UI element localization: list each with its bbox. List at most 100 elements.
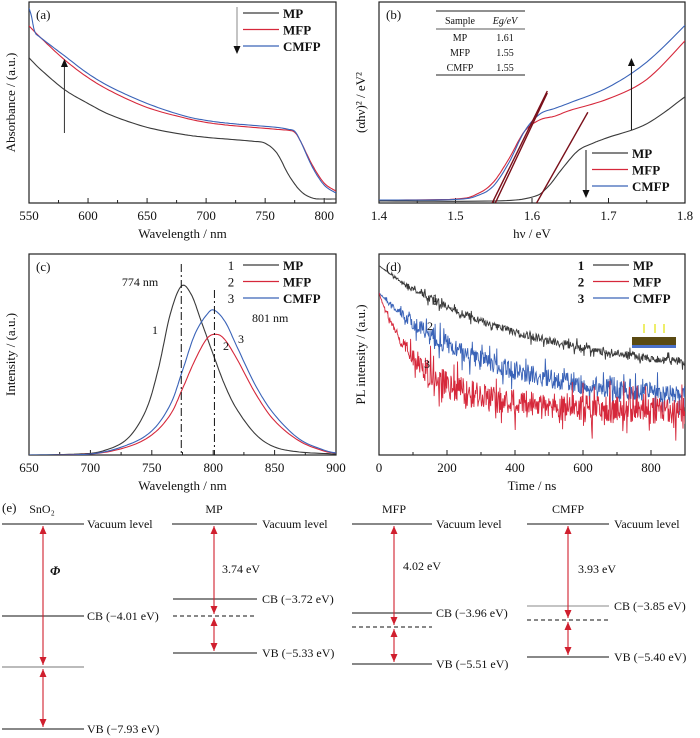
x-tick-label: 650 <box>137 208 157 223</box>
panel-label: (b) <box>386 7 401 22</box>
arrow-up-icon <box>564 526 572 534</box>
x-tick-label: 700 <box>196 208 216 223</box>
cb-label: CB (−3.96 eV) <box>436 606 508 620</box>
legend-label: CMFP <box>283 39 321 54</box>
energy-column-mfp: MFP Vacuum level CB (−3.96 eV) VB (−5.51 eV… <box>352 502 508 671</box>
x-tick-label: 550 <box>19 208 39 223</box>
legend-number: 3 <box>578 291 585 306</box>
x-tick-label: 650 <box>19 460 39 475</box>
panel-b: 1.4 1.5 1.6 1.7 1.8 hν / eV (αhν)² / eV² (b) Sam… <box>353 1 693 241</box>
panel-label: (c) <box>36 259 50 274</box>
x-tick-label: 1.5 <box>447 208 463 223</box>
x-axis-title: Time / ns <box>508 478 557 493</box>
x-tick-label: 400 <box>505 460 525 475</box>
legend-label: MFP <box>632 163 660 178</box>
x-axis-title: Wavelength / nm <box>138 226 227 241</box>
x-tick-label: 750 <box>142 460 162 475</box>
table-cell: MFP <box>450 48 470 59</box>
table-cell: CMFP <box>447 63 474 74</box>
panel-label: (e) <box>2 500 16 515</box>
energy-gap-label: Φ <box>50 563 61 578</box>
series-line-cmfp <box>29 309 336 455</box>
x-tick-label: 1.6 <box>524 208 541 223</box>
vb-label: VB (−7.93 eV) <box>87 722 159 736</box>
table-header: Sample <box>445 16 476 27</box>
curve-label: 2 <box>427 319 433 333</box>
curve-label: 1 <box>432 291 438 305</box>
material-name: MP <box>205 502 223 516</box>
legend-number: 3 <box>228 291 235 306</box>
series-line-cmfp <box>29 7 336 194</box>
energy-gap-label: 4.02 eV <box>403 559 441 573</box>
plot-frame <box>28 1 337 204</box>
device-layer-top <box>632 337 676 345</box>
series-line-mp <box>29 57 336 200</box>
tangent-line-mp <box>535 111 589 203</box>
legend-label: MFP <box>633 275 661 290</box>
legend-number: 1 <box>578 258 585 273</box>
device-layer-bottom <box>632 345 676 348</box>
plot-frame <box>378 253 686 456</box>
vacuum-level-label: Vacuum level <box>614 517 680 531</box>
peak-label: 801 nm <box>252 311 289 325</box>
table-header: Eg/eV <box>492 16 519 27</box>
arrow-down-icon <box>564 610 572 618</box>
series-line-mp <box>379 265 685 370</box>
tangent-line-cmfp <box>491 90 548 203</box>
curve-label: 1 <box>152 323 158 337</box>
x-tick-label: 200 <box>437 460 457 475</box>
legend-number: 2 <box>228 275 235 290</box>
series-line-mp <box>29 284 336 455</box>
x-tick-label: 600 <box>78 208 98 223</box>
cb-label: CB (−4.01 eV) <box>87 609 159 623</box>
curve-label: 2 <box>223 339 229 353</box>
legend-label: MP <box>632 146 652 161</box>
arrow-down-icon <box>210 643 218 651</box>
energy-column-sno2: SnO₂ Vacuum level CB (−4.01 eV) VB (−7.93 e… <box>2 502 159 736</box>
x-tick-label: 1.8 <box>677 208 693 223</box>
table-cell: 1.55 <box>496 48 514 59</box>
cb-label: CB (−3.72 eV) <box>262 592 334 606</box>
arrow-up-icon <box>390 526 398 534</box>
legend-label: MP <box>633 258 653 273</box>
vacuum-level-label: Vacuum level <box>87 517 153 531</box>
arrow-down-icon <box>233 46 241 54</box>
arrow-up-icon <box>210 526 218 534</box>
plot-area <box>29 7 336 200</box>
device-inset-icon <box>632 324 676 348</box>
x-tick-label: 850 <box>265 460 285 475</box>
panel-c: 650 700 750 800 850 900 Wavelength / nm Intensi… <box>3 253 346 493</box>
plot-area <box>29 284 336 455</box>
arrow-down-icon <box>39 657 47 665</box>
x-tick-label: 800 <box>641 460 661 475</box>
x-tick-label: 800 <box>203 460 223 475</box>
legend-label: CMFP <box>633 291 671 306</box>
arrow-up-icon <box>564 622 572 630</box>
legend-number: 1 <box>228 258 235 273</box>
arrow-up-icon <box>390 629 398 637</box>
plot-area <box>379 25 685 203</box>
x-tick-label: 750 <box>255 208 275 223</box>
legend-number: 2 <box>578 275 585 290</box>
legend-label: MFP <box>283 275 311 290</box>
vacuum-level-label: Vacuum level <box>262 517 328 531</box>
panel-e: (e) SnO₂ Vacuum level CB (−4.01 eV) VB (−7.9… <box>2 500 686 736</box>
curve-label: 3 <box>238 332 244 346</box>
material-name: MFP <box>382 502 406 516</box>
x-tick-label: 1.7 <box>600 208 617 223</box>
series-line-mfp <box>29 333 336 455</box>
arrow-down-icon <box>39 719 47 727</box>
x-axis-title: hν / eV <box>513 226 551 241</box>
cb-label: CB (−3.85 eV) <box>614 599 686 613</box>
arrow-down-icon <box>390 654 398 662</box>
vacuum-level-label: Vacuum level <box>436 517 502 531</box>
y-axis-title: Intensity / (a.u.) <box>3 313 18 396</box>
table-cell: 1.55 <box>496 63 514 74</box>
arrow-down-icon <box>210 606 218 614</box>
x-tick-label: 1.4 <box>371 208 388 223</box>
vb-label: VB (−5.40 eV) <box>614 650 686 664</box>
x-tick-label: 600 <box>573 460 593 475</box>
table-cell: 1.61 <box>496 33 514 44</box>
vb-label: VB (−5.51 eV) <box>436 657 508 671</box>
